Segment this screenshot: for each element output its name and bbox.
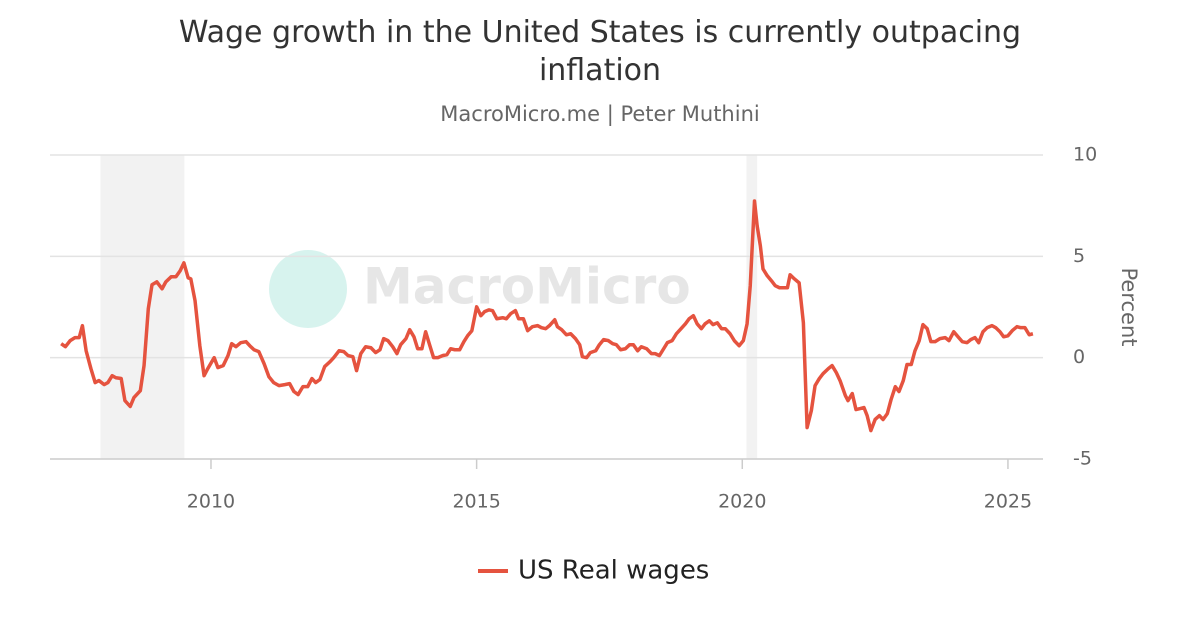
x-tick-label: 2020	[718, 491, 766, 513]
legend-label: US Real wages	[518, 556, 709, 586]
x-tick-label: 2025	[984, 491, 1032, 513]
recession-band	[746, 155, 758, 459]
y-tick-label: 0	[1073, 346, 1085, 368]
x-tick-label: 2010	[187, 491, 235, 513]
y-tick-label: -5	[1073, 448, 1092, 470]
line-series	[60, 199, 1034, 433]
y-tick-label: 10	[1073, 144, 1097, 166]
watermark-logo	[269, 250, 347, 328]
y-axis-label: Percent	[1117, 267, 1141, 346]
y-tick-label: 5	[1073, 245, 1085, 267]
watermark: MacroMicro	[363, 258, 691, 316]
chart-subtitle: MacroMicro.me | Peter Muthini	[440, 102, 760, 126]
x-tick-label: 2015	[452, 491, 500, 513]
recession-band	[100, 155, 185, 459]
chart-title: Wage growth in the United States is curr…	[178, 15, 1022, 88]
